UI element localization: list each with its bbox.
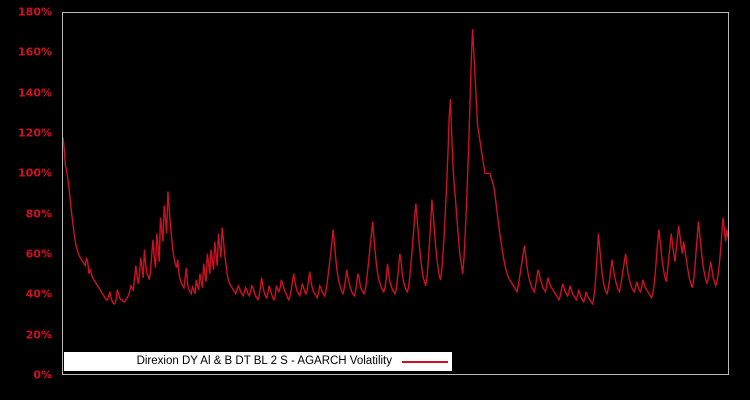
plot-area xyxy=(62,12,729,375)
y-axis-tick-80: 80% xyxy=(25,207,52,221)
y-axis-tick-60: 60% xyxy=(25,247,52,261)
y-axis-tick-120: 120% xyxy=(18,126,52,140)
series-polyline xyxy=(63,29,728,306)
y-axis-tick-160: 160% xyxy=(18,45,52,59)
volatility-line-series xyxy=(63,29,728,306)
y-axis-tick-140: 140% xyxy=(18,86,52,100)
y-axis-tick-labels: 0% 20% 40% 60% 80% 100% 120% 140% 160% 180% xyxy=(0,0,58,400)
y-axis-tick-0: 0% xyxy=(33,368,52,382)
y-axis-tick-180: 180% xyxy=(18,5,52,19)
y-axis-tick-40: 40% xyxy=(25,287,52,301)
chart-legend[interactable]: Direxion DY Al & B DT BL 2 S - AGARCH Vo… xyxy=(64,352,452,371)
y-axis-tick-20: 20% xyxy=(25,328,52,342)
legend-line-sample-icon xyxy=(402,352,448,371)
y-axis-tick-100: 100% xyxy=(18,166,52,180)
legend-entry-label: Direxion DY Al & B DT BL 2 S - AGARCH Vo… xyxy=(136,355,392,367)
